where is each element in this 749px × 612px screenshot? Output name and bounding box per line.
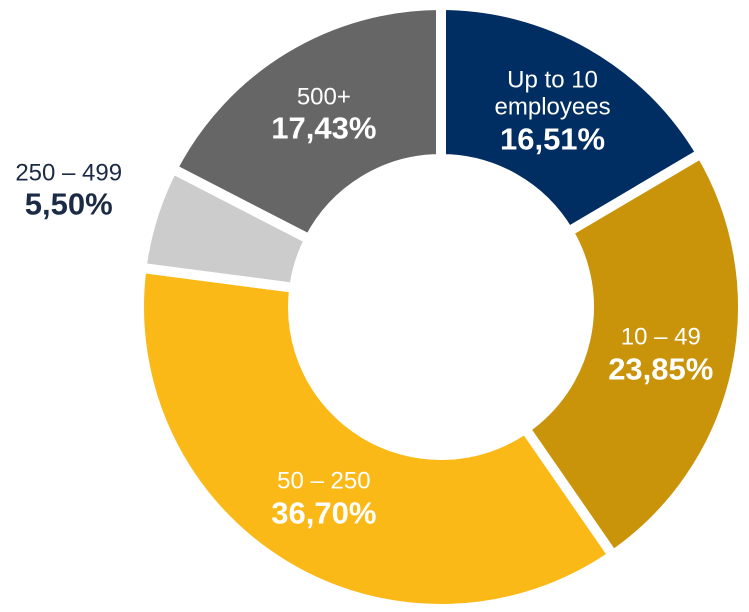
donut-slice xyxy=(165,0,446,246)
donut-slice xyxy=(518,146,748,563)
slice-label: 10 – 49 23,85% xyxy=(586,324,736,387)
slice-label: Up to 10 employees 16,51% xyxy=(478,66,628,157)
category-label: 50 – 250 xyxy=(277,467,371,495)
value-label: 36,70% xyxy=(271,495,377,531)
slice-label: 250 – 499 5,50% xyxy=(0,159,144,222)
category-label: Up to 10 employees xyxy=(494,66,611,121)
category-label: 250 – 499 xyxy=(15,159,123,187)
donut-slice xyxy=(436,0,708,239)
value-label: 23,85% xyxy=(608,351,714,387)
value-label: 5,50% xyxy=(24,186,113,222)
category-label: 10 – 49 xyxy=(620,323,701,351)
slice-label: 50 – 250 36,70% xyxy=(249,467,399,530)
value-label: 17,43% xyxy=(271,110,377,146)
slice-label: 500+ 17,43% xyxy=(249,83,399,146)
category-label: 500+ xyxy=(296,83,351,111)
value-label: 16,51% xyxy=(499,121,606,157)
donut-slice xyxy=(134,262,620,612)
